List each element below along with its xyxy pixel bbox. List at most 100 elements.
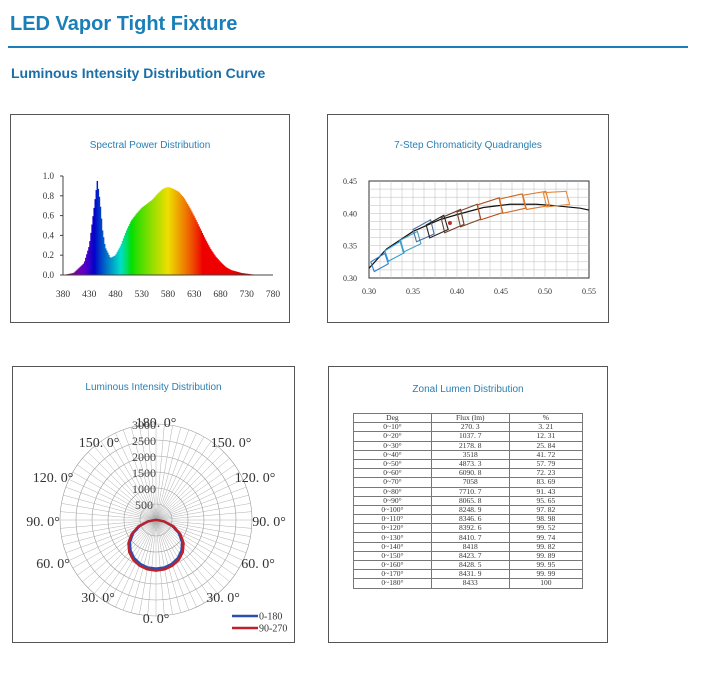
angle-spoke <box>130 427 157 521</box>
x-tick-label: 530 <box>135 290 150 300</box>
cell-flux: 8418 <box>430 541 510 552</box>
spectrum-slice <box>118 248 121 275</box>
cell-percent: 99. 89 <box>508 550 584 562</box>
spectrum-slice <box>176 190 178 275</box>
x-tick-label: 0.30 <box>362 287 376 296</box>
cell-percent: 83. 69 <box>508 477 584 488</box>
spectrum-slice <box>194 217 196 275</box>
table-row: 0~20° 1037. 7 12. 31 <box>353 431 584 442</box>
quadrangle <box>412 218 435 243</box>
spectrum-slice <box>152 199 154 275</box>
cell-flux: 8433 <box>430 578 510 589</box>
x-tick-label: 730 <box>240 290 255 300</box>
polar-chart: 180. 0° 150. 0° 150. 0° 120. 0° 120. 0° 90. 0… <box>26 416 287 635</box>
angle-spoke <box>155 519 240 569</box>
cell-flux: 8065. 8 <box>430 495 510 506</box>
angle-spoke <box>61 503 157 521</box>
spectrum-slice <box>92 216 94 275</box>
y-tick-label: 0.4 <box>43 230 55 240</box>
angle-label: 180. 0° <box>136 416 177 431</box>
spectrum-slice <box>242 273 244 275</box>
spectrum-slice <box>186 204 189 275</box>
spectrum-slice <box>238 272 240 275</box>
spectrum-slice <box>69 273 71 275</box>
cell-percent: 100 <box>508 578 584 589</box>
spectrum-slice <box>126 230 128 275</box>
angle-spoke <box>65 486 157 521</box>
spectrum-slice <box>90 232 92 275</box>
spectrum-slice <box>204 239 207 275</box>
cell-percent: 99. 95 <box>508 559 584 571</box>
test-point <box>447 221 452 226</box>
spectrum-slice <box>236 271 238 275</box>
spectrum-slice <box>93 207 95 275</box>
spectrum-slice <box>95 190 97 275</box>
chromaticity-panel: 7-Step Chromaticity Quadrangles 0.30 0.35… <box>327 114 609 323</box>
spectrum-slice <box>195 219 197 275</box>
chromaticity-chart: 0.30 0.35 0.40 0.45 0.30 0.35 0.40 0.45 0.50 0.55 <box>343 177 596 296</box>
spectrum-slice <box>154 196 156 275</box>
spectrum-slice <box>201 232 204 275</box>
spectrum-slice <box>218 260 220 275</box>
spectrum-slice <box>160 190 163 275</box>
angle-spoke <box>107 436 157 521</box>
spectrum-slice <box>105 248 107 275</box>
cell-percent: 98. 98 <box>508 514 584 525</box>
cell-deg: 0~140° <box>353 541 432 552</box>
radial-label: 500 <box>135 498 153 512</box>
angle-spoke <box>122 429 157 521</box>
y-tick-label: 0.0 <box>43 270 55 280</box>
y-tick-label: 0.30 <box>343 274 357 283</box>
spectrum-slice <box>91 224 93 275</box>
spectrum-slice <box>182 197 185 275</box>
spectrum-slice <box>121 241 124 275</box>
spectrum-slice <box>181 195 184 275</box>
angle-spoke <box>82 458 157 521</box>
spectrum-slice <box>172 188 174 275</box>
spectrum-slice <box>97 188 100 275</box>
spectrum-slice <box>129 223 131 275</box>
y-tick-label: 1.0 <box>43 171 55 181</box>
angle-spoke <box>155 519 235 576</box>
legend-label: 90-270 <box>259 624 287 635</box>
polar-title: Luminous Intensity Distribution <box>85 382 222 393</box>
cell-deg: 0~130° <box>353 532 432 543</box>
spectrum-slice <box>247 273 250 275</box>
x-tick-label: 380 <box>56 290 71 300</box>
angle-label: 90. 0° <box>252 515 286 530</box>
spectrum-slice <box>84 261 86 275</box>
zonal-table: Deg Flux (lm) % 0~10° 270. 3 3. 21 0~20° 103… <box>353 412 584 589</box>
spectrum-slice <box>150 200 152 275</box>
spectrum-slice <box>74 271 76 275</box>
y-tick-label: 0.2 <box>43 250 54 260</box>
angle-spoke <box>155 479 244 521</box>
angle-spoke <box>155 494 249 521</box>
spectrum-slice <box>80 265 83 275</box>
y-tick-label: 0.35 <box>343 242 357 251</box>
angle-spoke <box>82 519 157 582</box>
table-row: 0~150° 8423. 7 99. 89 <box>353 550 584 562</box>
angle-label: 90. 0° <box>26 515 60 530</box>
spectrum-slice <box>212 252 214 275</box>
spectrum-slice <box>179 193 181 275</box>
spectrum-slice <box>205 241 208 275</box>
spectrum-slice <box>100 218 103 275</box>
spectrum-slice <box>148 202 150 275</box>
spectrum-slice <box>73 272 75 275</box>
spectrum-slice <box>173 189 175 275</box>
angle-label: 120. 0° <box>33 471 74 486</box>
angle-spoke <box>155 424 165 521</box>
spectrum-slice <box>213 253 215 275</box>
cell-percent: 25. 84 <box>508 440 584 451</box>
spectrum-fill <box>63 180 274 275</box>
angle-spoke <box>107 519 157 604</box>
spectrum-slice <box>108 254 110 275</box>
quadrangle <box>542 190 571 208</box>
spectrum-slice <box>221 263 223 275</box>
angle-spoke <box>155 511 252 521</box>
spectrum-slice <box>187 205 190 275</box>
spectrum-slice <box>122 238 125 275</box>
quadrangle <box>370 252 390 273</box>
table-row: 0~160° 8428. 5 99. 95 <box>353 559 584 571</box>
angle-spoke <box>155 441 212 521</box>
